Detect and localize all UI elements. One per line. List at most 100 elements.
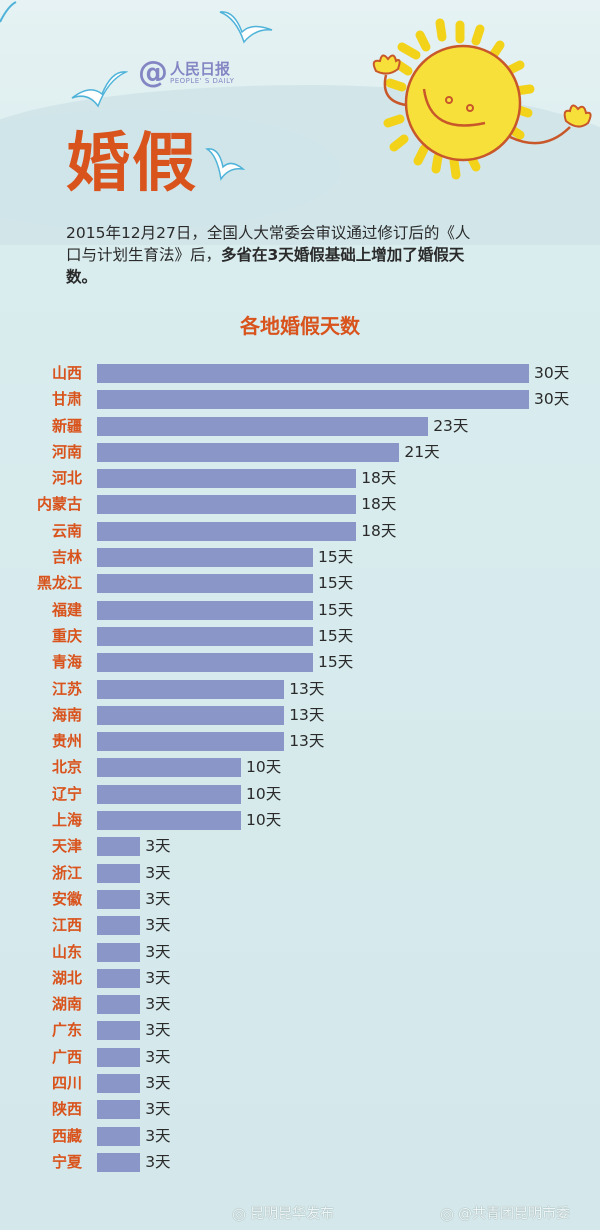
chart-row: 北京 10天: [0, 756, 600, 782]
province-label: 海南: [51, 705, 82, 724]
value-label: 10天: [246, 784, 282, 803]
province-label: 辽宁: [51, 784, 82, 803]
value-label: 3天: [145, 1021, 171, 1040]
chart-row: 河北 18天: [0, 467, 600, 493]
bar: [97, 995, 141, 1015]
value-label: 23天: [433, 416, 469, 435]
chart-row: 云南 18天: [0, 520, 600, 546]
bar: [97, 416, 429, 436]
value-label: 18天: [361, 495, 397, 514]
province-label: 福建: [51, 600, 82, 619]
chart-row: 海南 13天: [0, 704, 600, 730]
province-label: 湖北: [51, 968, 82, 987]
province-label: 安徽: [51, 889, 82, 908]
bar: [97, 758, 241, 778]
province-label: 山东: [51, 942, 82, 961]
value-label: 15天: [318, 574, 354, 593]
province-label: 新疆: [51, 416, 82, 435]
chart-row: 新疆 23天: [0, 415, 600, 441]
province-label: 湖南: [51, 995, 82, 1014]
bar: [97, 811, 241, 831]
bar: [97, 1021, 141, 1041]
province-label: 广西: [51, 1047, 82, 1066]
bar: [97, 364, 529, 383]
chart-row: 四川 3天: [0, 1072, 600, 1098]
province-label: 西藏: [51, 1126, 82, 1145]
chart-row: 湖北 3天: [0, 967, 600, 993]
province-label: 陕西: [51, 1100, 82, 1119]
province-label: 黑龙江: [36, 574, 82, 593]
weibo-icon: ◎: [232, 1203, 246, 1223]
bar: [97, 968, 141, 988]
province-label: 吉林: [51, 548, 82, 567]
bird-icon: [205, 148, 245, 181]
bar: [97, 863, 141, 883]
bar: [97, 548, 313, 568]
bar: [97, 837, 141, 857]
bar: [97, 600, 313, 620]
province-label: 浙江: [51, 863, 82, 882]
intro-highlight: 多省在3天婚假基础上增加了婚假天数。: [66, 246, 465, 286]
value-label: 3天: [145, 1152, 171, 1171]
bar: [97, 889, 141, 909]
province-label: 贵州: [51, 732, 82, 751]
logo-at-symbol: @: [138, 55, 168, 90]
value-label: 10天: [246, 811, 282, 830]
chart-row: 河南 21天: [0, 441, 600, 467]
value-label: 15天: [318, 548, 354, 567]
chart-row: 上海 10天: [0, 809, 600, 835]
bar: [97, 495, 357, 515]
chart-row: 广西 3天: [0, 1046, 600, 1072]
value-label: 3天: [145, 968, 171, 987]
watermark-text: 昆明昆华发布: [249, 1206, 334, 1222]
chart-row: 江西 3天: [0, 914, 600, 940]
chart-row: 广东 3天: [0, 1019, 600, 1045]
chart-row: 黑龙江 15天: [0, 572, 600, 598]
bird-icon: [0, 1, 17, 23]
chart-row: 内蒙古 18天: [0, 493, 600, 519]
bar: [97, 653, 313, 673]
chart-title: 各地婚假天数: [240, 314, 360, 338]
province-label: 江苏: [51, 679, 82, 698]
value-label: 3天: [145, 1074, 171, 1093]
province-label: 广东: [51, 1021, 82, 1040]
value-label: 10天: [246, 758, 282, 777]
province-label: 云南: [51, 521, 82, 540]
province-label: 甘肃: [51, 390, 82, 409]
chart-row: 天津 3天: [0, 835, 600, 861]
bar: [97, 916, 141, 936]
bar: [97, 679, 285, 699]
bar: [97, 1047, 141, 1067]
intro-paragraph: 2015年12月27日，全国人大常委会审议通过修订后的《人口与计划生育法》后，多…: [66, 222, 476, 288]
smiling-sun-icon: [372, 18, 592, 180]
value-label: 30天: [534, 390, 570, 409]
chart-row: 湖南 3天: [0, 993, 600, 1019]
bar: [97, 469, 357, 489]
watermark: ◎ 昆明昆华发布: [232, 1203, 334, 1223]
watermark: ◎ @共青团昆明市委: [440, 1203, 570, 1223]
bar-chart: 山西 30天 甘肃 30天 新疆 23天 河南 21天 河北 18天 内蒙古 18天 云南 18天 吉林 15…: [0, 362, 600, 1177]
bar: [97, 784, 241, 804]
chart-row: 甘肃 30天: [0, 388, 600, 414]
value-label: 30天: [534, 364, 570, 382]
bar: [97, 574, 313, 594]
chart-row: 辽宁 10天: [0, 783, 600, 809]
value-label: 3天: [145, 995, 171, 1014]
bar: [97, 1152, 141, 1172]
chart-row: 浙江 3天: [0, 862, 600, 888]
value-label: 3天: [145, 1126, 171, 1145]
chart-row: 吉林 15天: [0, 546, 600, 572]
chart-row: 江苏 13天: [0, 678, 600, 704]
value-label: 3天: [145, 837, 171, 856]
value-label: 15天: [318, 600, 354, 619]
value-label: 3天: [145, 942, 171, 961]
value-label: 15天: [318, 626, 354, 645]
bar: [97, 732, 285, 752]
value-label: 3天: [145, 1047, 171, 1066]
value-label: 13天: [289, 705, 325, 724]
intro-text: 2015年12月27日，全国人大常委会审议通过修订后的《人口与计划生育法》后，: [66, 224, 471, 264]
province-label: 天津: [51, 837, 82, 856]
bar: [97, 442, 400, 462]
value-label: 13天: [289, 679, 325, 698]
value-label: 13天: [289, 732, 325, 751]
